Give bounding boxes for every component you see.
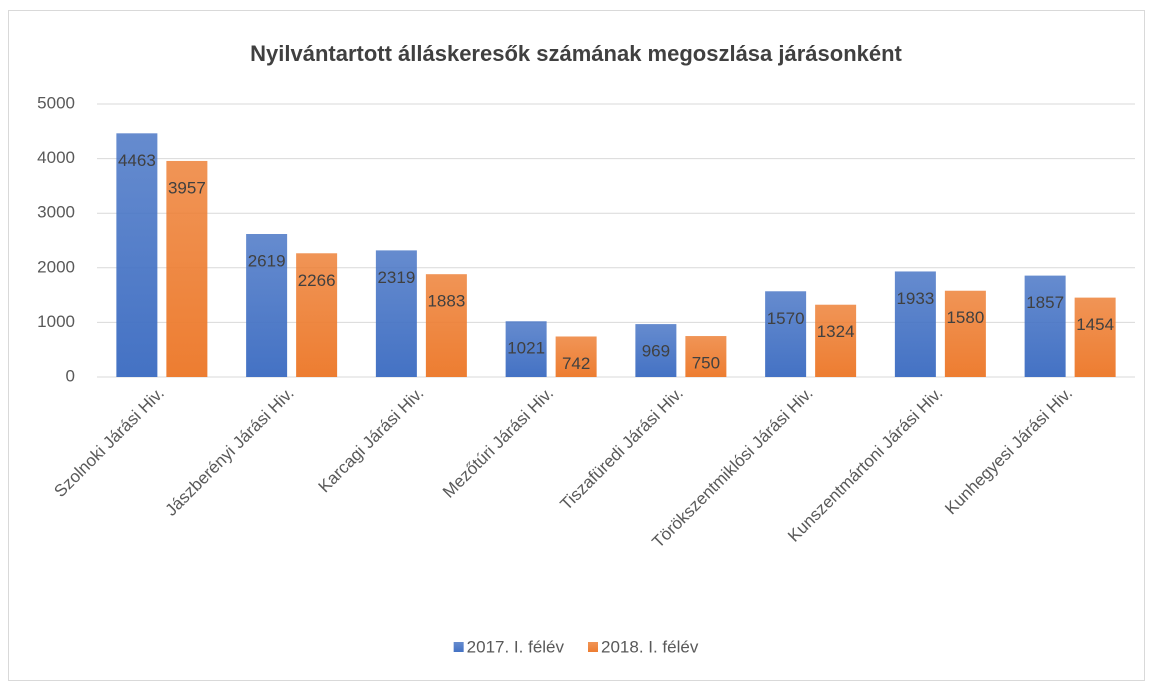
data-label: 1933 (896, 289, 934, 308)
y-tick-label: 3000 (37, 203, 75, 222)
bar (635, 324, 677, 377)
bar (296, 253, 338, 377)
data-label: 1857 (1026, 293, 1064, 312)
bar (555, 336, 597, 377)
bar (765, 291, 807, 377)
bar (894, 271, 936, 377)
y-tick-label: 1000 (37, 312, 75, 331)
y-tick-label: 5000 (37, 93, 75, 112)
chart-title: Nyilvántartott álláskeresők számának meg… (250, 41, 902, 66)
data-label: 1324 (817, 322, 855, 341)
y-tick-label: 2000 (37, 257, 75, 276)
data-label: 1883 (427, 292, 465, 311)
data-label: 1454 (1076, 315, 1114, 334)
bar (166, 160, 208, 377)
legend-label: 2018. I. félév (601, 637, 699, 656)
data-label: 3957 (168, 178, 206, 197)
bar (116, 133, 158, 377)
bar (944, 290, 986, 377)
data-label: 2319 (377, 268, 415, 287)
bar (1074, 297, 1116, 377)
data-label: 1021 (507, 339, 545, 358)
bar (375, 250, 417, 377)
data-label: 2619 (248, 251, 286, 270)
data-label: 750 (692, 354, 720, 373)
data-label: 1580 (946, 308, 984, 327)
legend-swatch (588, 642, 598, 652)
legend: 2017. I. félév 2018. I. félév (453, 637, 699, 656)
y-tick-label: 0 (66, 366, 75, 385)
legend-label: 2017. I. félév (467, 637, 565, 656)
bar (685, 336, 727, 377)
data-label: 2266 (298, 271, 336, 290)
bar (246, 234, 288, 377)
bar (505, 321, 547, 377)
data-label: 742 (562, 354, 590, 373)
data-label: 1570 (767, 309, 805, 328)
bar (1024, 275, 1066, 377)
bar (425, 274, 467, 377)
legend-swatch (453, 642, 464, 652)
bar (815, 304, 857, 377)
data-label: 4463 (118, 151, 156, 170)
data-label: 969 (642, 342, 670, 361)
y-tick-label: 4000 (37, 148, 75, 167)
